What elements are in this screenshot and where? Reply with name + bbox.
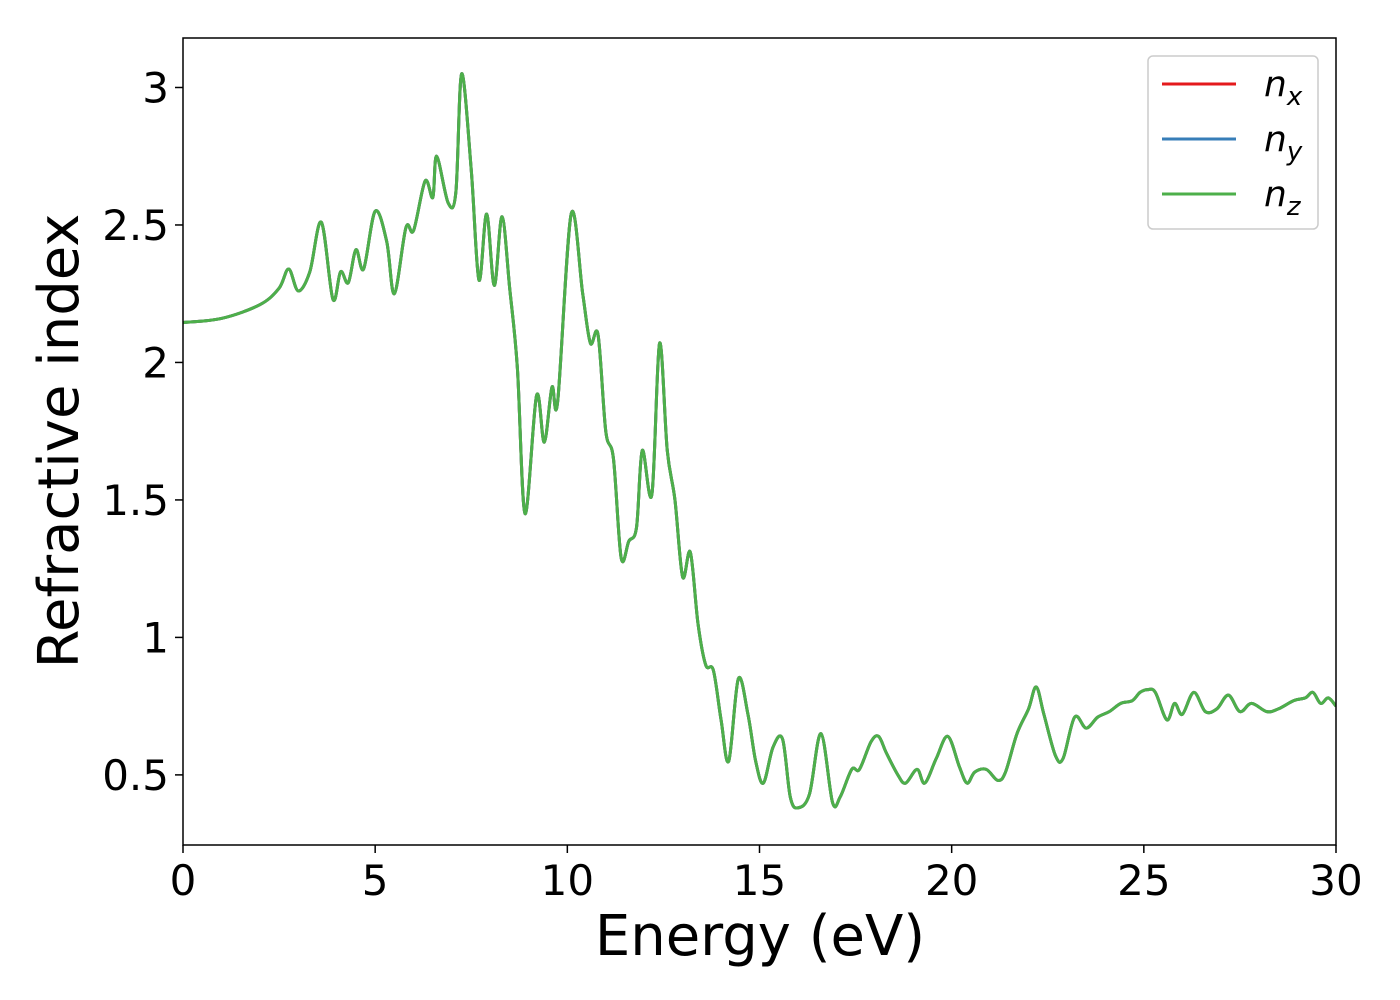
legend-label: nx bbox=[1264, 64, 1303, 112]
y-axis-label: Refractive index bbox=[27, 214, 92, 669]
legend-box bbox=[1147, 55, 1319, 230]
x-axis-label: Energy (eV) bbox=[595, 904, 925, 969]
y-tick-label: 1.5 bbox=[102, 476, 169, 525]
x-tick-label: 30 bbox=[1309, 856, 1362, 905]
y-tick-label: 2.5 bbox=[102, 201, 169, 250]
legend-label: nz bbox=[1264, 174, 1302, 222]
plot-frame bbox=[182, 37, 1337, 846]
x-tick-label: 5 bbox=[362, 856, 389, 905]
x-tick-label: 20 bbox=[925, 856, 978, 905]
y-tick-label: 0.5 bbox=[102, 751, 169, 800]
x-tick-label: 0 bbox=[170, 856, 197, 905]
x-tick-label: 15 bbox=[733, 856, 786, 905]
x-tick-label: 10 bbox=[541, 856, 594, 905]
y-tick-label: 1 bbox=[142, 613, 169, 662]
series-line bbox=[183, 72, 1336, 810]
y-tick-label: 3 bbox=[142, 63, 169, 112]
legend-label: ny bbox=[1264, 119, 1303, 167]
x-tick-label: 25 bbox=[1117, 856, 1170, 905]
y-tick-label: 2 bbox=[142, 338, 169, 387]
